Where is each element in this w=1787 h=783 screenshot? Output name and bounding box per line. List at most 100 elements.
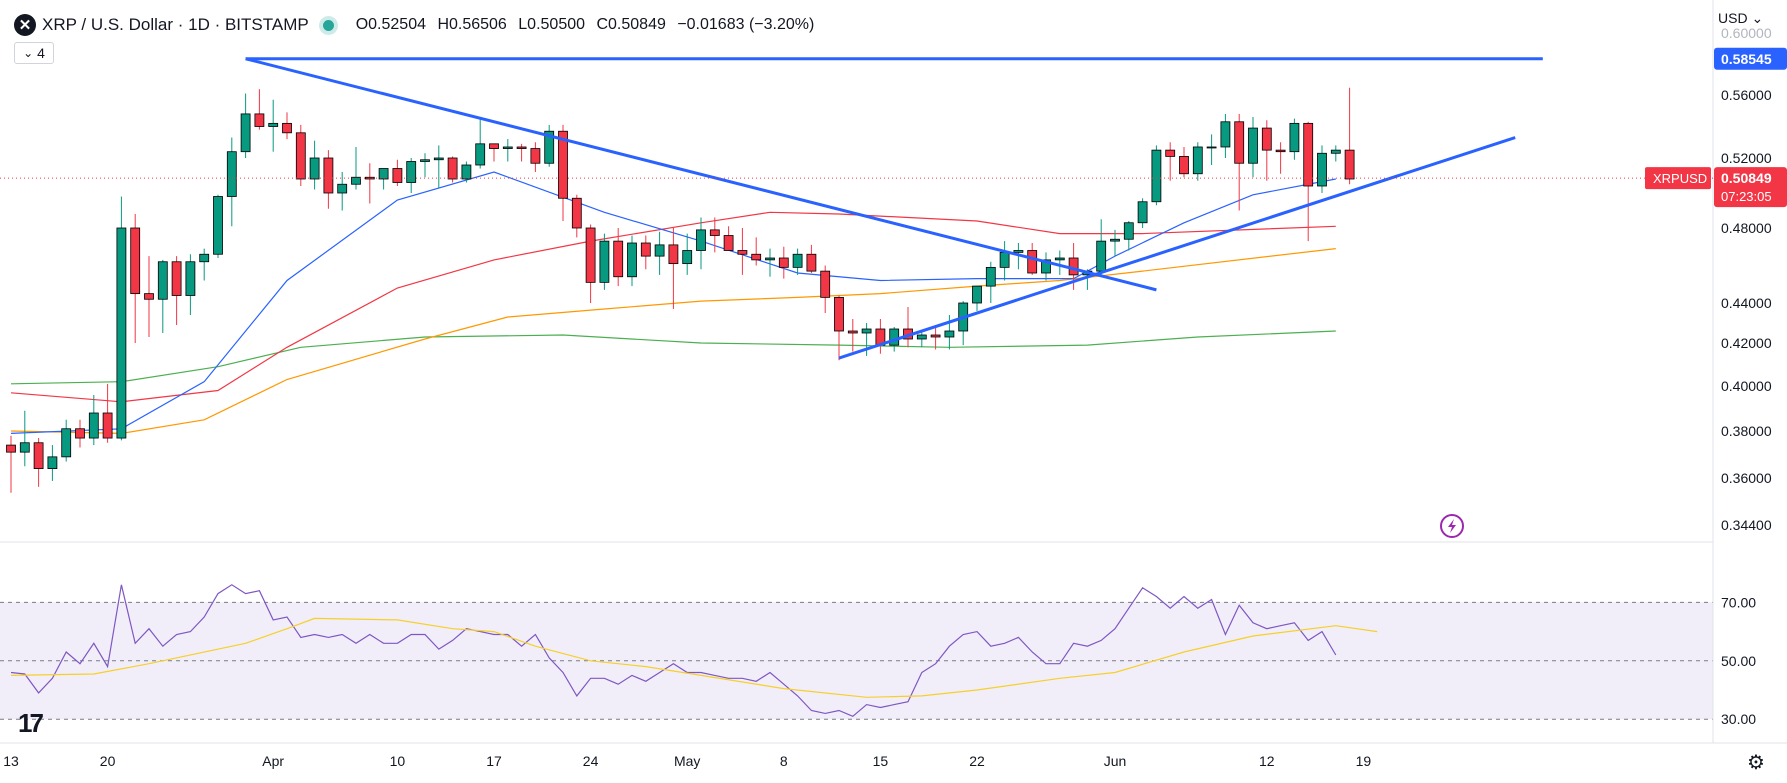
- candle-body: [33, 442, 44, 470]
- candle-body: [1220, 121, 1231, 148]
- candle: [6, 435, 16, 493]
- candle-body: [916, 334, 927, 340]
- candle: [1234, 113, 1245, 211]
- candle: [1123, 221, 1134, 251]
- time-tick-label: 8: [780, 753, 788, 769]
- candle-body: [144, 293, 154, 300]
- candle: [171, 256, 182, 325]
- ma20-line: [10, 171, 1336, 434]
- last-price-tag: [1714, 167, 1787, 208]
- symbol-title[interactable]: XRP / U.S. Dollar · 1D · BITSTAMP: [42, 15, 309, 34]
- candle: [668, 228, 679, 309]
- candle: [213, 194, 223, 258]
- candle-body: [558, 130, 568, 199]
- rsi-tick-label: 30.00: [1721, 711, 1756, 727]
- candle: [903, 307, 913, 348]
- candle: [723, 226, 734, 251]
- candle: [295, 124, 306, 186]
- candle-body: [447, 157, 458, 180]
- candle-body: [1110, 238, 1120, 242]
- high-value: H0.56506: [437, 16, 507, 33]
- candle: [1303, 121, 1314, 242]
- candle-body: [1165, 149, 1176, 157]
- currency-label: USD: [1718, 10, 1748, 26]
- candle-body: [1206, 146, 1217, 149]
- price-tick-label: 0.44000: [1721, 295, 1772, 311]
- candle-body: [1303, 122, 1314, 187]
- candle: [33, 438, 44, 487]
- candle: [1165, 142, 1176, 181]
- time-tick-label: 19: [1356, 753, 1372, 769]
- candle: [1054, 250, 1065, 275]
- candle-body: [627, 242, 637, 278]
- last-price-label: 0.50849: [1721, 170, 1772, 186]
- time-tick-label: 20: [100, 753, 116, 769]
- price-tick-label: 0.60000: [1721, 25, 1772, 41]
- resistance-price-tag: [1714, 47, 1787, 70]
- candle-body: [1275, 149, 1286, 153]
- rsi-ma-line: [10, 617, 1378, 698]
- candle-body: [847, 330, 858, 334]
- candle-body: [1151, 149, 1162, 203]
- candle-body: [392, 168, 403, 183]
- candle: [682, 233, 693, 275]
- ma100-line: [10, 248, 1336, 435]
- candle-body: [999, 251, 1010, 268]
- low-value: L0.50500: [518, 16, 586, 33]
- candle-body: [834, 296, 844, 332]
- chevron-down-icon: ⌄: [1751, 10, 1764, 26]
- currency-selector[interactable]: USD ⌄: [1718, 10, 1763, 27]
- candle: [1317, 145, 1327, 193]
- candle: [102, 383, 113, 443]
- candle: [475, 118, 486, 169]
- indicator-toggle-button[interactable]: ⌄ 4: [14, 42, 54, 64]
- price-tick-label: 0.56000: [1721, 87, 1772, 103]
- tradingview-logo[interactable]: 17: [18, 708, 44, 738]
- candle: [489, 143, 499, 162]
- candle: [751, 237, 762, 266]
- candle: [1344, 87, 1355, 185]
- xrp-logo-icon: ✕: [14, 14, 36, 36]
- market-status-icon[interactable]: [322, 19, 334, 31]
- candle: [47, 445, 58, 481]
- candle: [88, 395, 99, 446]
- candle-body: [433, 157, 444, 161]
- settings-button[interactable]: ⚙: [1745, 752, 1767, 774]
- candle-body: [668, 244, 679, 265]
- candle-body: [861, 328, 872, 334]
- candle: [613, 228, 624, 287]
- candle-body: [1068, 257, 1079, 276]
- candle: [765, 248, 775, 277]
- candle-body: [1179, 156, 1189, 175]
- candle-body: [1027, 250, 1038, 274]
- candle: [157, 259, 168, 333]
- candle: [185, 254, 196, 315]
- candle: [130, 214, 141, 343]
- candle-body: [130, 227, 141, 295]
- price-tick-label: 0.42000: [1721, 335, 1772, 351]
- candle-body: [406, 161, 417, 183]
- candle-body: [75, 428, 85, 439]
- candle-body: [1261, 127, 1272, 151]
- time-tick-label: 17: [486, 753, 502, 769]
- candle-body: [157, 261, 168, 300]
- time-tick-label: 12: [1259, 753, 1275, 769]
- candle-body: [1330, 149, 1341, 154]
- candle-body: [613, 240, 624, 278]
- candle-body: [1248, 127, 1258, 164]
- candle-body: [820, 270, 831, 298]
- candle: [1289, 118, 1300, 160]
- ma200-line: [10, 330, 1336, 385]
- candle: [1137, 198, 1148, 228]
- lightning-icon-bolt: [1448, 519, 1456, 533]
- candle-body: [199, 253, 210, 263]
- candle-body: [240, 113, 251, 153]
- candle: [116, 196, 127, 441]
- candle: [282, 112, 292, 140]
- candle: [461, 161, 472, 183]
- candle: [19, 410, 30, 467]
- candle: [654, 231, 665, 275]
- candle-body: [1192, 146, 1203, 175]
- candle: [930, 325, 941, 350]
